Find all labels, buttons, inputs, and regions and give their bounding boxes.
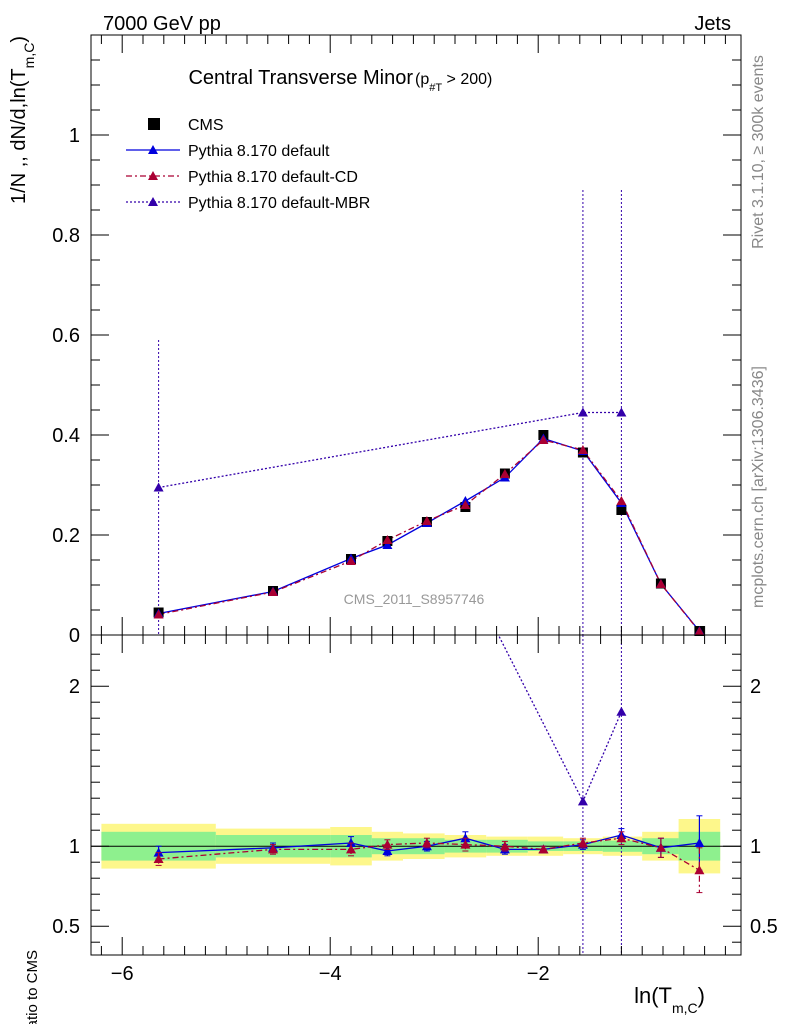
process-label: Jets xyxy=(694,13,731,35)
legend: CMS Pythia 8.170 default Pythia 8.170 defa… xyxy=(126,117,370,212)
ratio-y-tick-label: 1 xyxy=(69,836,80,858)
legend-label: Pythia 8.170 default xyxy=(188,143,330,160)
x-tick-label: −4 xyxy=(319,963,342,985)
ratio-point-0 xyxy=(382,846,393,855)
ratio-point-1 xyxy=(421,838,432,847)
ratio-point-1 xyxy=(382,839,393,849)
y-tick-label: 0 xyxy=(69,625,80,647)
ratio-line-2 xyxy=(497,635,622,803)
data-point-cms xyxy=(616,505,627,515)
ratio-point-1 xyxy=(616,833,627,843)
title-sub-end: > 200) xyxy=(442,71,492,88)
legend-marker xyxy=(148,171,158,180)
legend-marker xyxy=(148,145,158,154)
data-point-1 xyxy=(382,540,393,549)
chart-title: Central Transverse Minor xyxy=(188,67,413,89)
ratio-line-0 xyxy=(158,834,700,854)
data-point-2 xyxy=(153,609,164,619)
ratio-frame xyxy=(90,634,742,956)
title-sub-p: (p xyxy=(415,71,429,88)
x-tick-label: −2 xyxy=(527,963,550,985)
ratio-point-1 xyxy=(694,865,705,875)
data-point-3 xyxy=(577,407,588,417)
y-tick-label: 0.4 xyxy=(52,425,80,447)
ratio-line-1 xyxy=(158,837,700,871)
data-point-2 xyxy=(538,435,549,444)
y-tick-label: 0.2 xyxy=(52,525,80,547)
series-line-3 xyxy=(158,411,622,489)
data-point-2 xyxy=(499,469,510,478)
data-point-3 xyxy=(153,482,164,492)
ratio-point-0 xyxy=(694,838,705,847)
series-line-2 xyxy=(158,439,700,632)
ratio-point-1 xyxy=(153,854,164,863)
ratio-point-1 xyxy=(655,842,666,852)
data-point-2 xyxy=(655,579,666,588)
data-point-2 xyxy=(346,556,356,565)
data-point-2 xyxy=(694,626,705,636)
data-point-2 xyxy=(577,445,588,454)
ratio-data-layer xyxy=(153,635,705,955)
ratio-point-2 xyxy=(616,706,627,716)
legend-marker xyxy=(148,118,160,130)
ratio-point-1 xyxy=(538,844,549,854)
rivet-label: Rivet 3.1.10, ≥ 300k events xyxy=(750,55,767,249)
ratio-y-tick-label: 0.5 xyxy=(52,916,80,938)
main-data-layer xyxy=(153,190,705,636)
ratio-y-label: Ratio to CMS xyxy=(24,950,41,1024)
source-label: mcplots.cern.ch [arXiv:1306.3436] xyxy=(750,366,767,608)
ratio-y-tick-label: 2 xyxy=(69,676,80,698)
x-axis-label: ln(Tm,C) xyxy=(634,983,705,1016)
ratio-point-1 xyxy=(499,841,510,851)
data-point-3 xyxy=(616,407,627,417)
chart-title-sub: (p#T > 200) xyxy=(415,71,492,94)
legend-label: CMS xyxy=(188,117,224,134)
energy-label: 7000 GeV pp xyxy=(103,13,221,35)
y-axis-label: 1/N ,, dN/d,ln(Tm,C) xyxy=(8,36,37,204)
legend-marker xyxy=(148,197,158,206)
x-axis-label-sub: m,C xyxy=(672,1000,698,1016)
x-axis-label-end: ) xyxy=(698,983,705,1008)
x-axis-label-main: ln(T xyxy=(634,983,672,1008)
ratio-y-tick-label-right: 2 xyxy=(750,676,761,698)
x-tick-label: −6 xyxy=(111,963,134,985)
ratio-point-2 xyxy=(577,796,588,806)
ratio-y-tick-label-right: 1 xyxy=(750,836,761,858)
data-point-2 xyxy=(382,535,393,544)
data-point-2 xyxy=(460,500,471,509)
legend-label: Pythia 8.170 default-CD xyxy=(188,169,358,186)
data-point-2 xyxy=(421,516,432,525)
ratio-panel: 0.5 0.5 1 1 2 2 −6 −4 −2 Ratio to CMS ln(Tm,C) xyxy=(24,634,778,1024)
ratio-y-tick-label-right: 0.5 xyxy=(750,916,778,938)
ratio-point-1 xyxy=(460,839,471,849)
main-axes: 0 0.2 0.4 0.6 0.8 1 xyxy=(52,35,741,647)
data-point-2 xyxy=(616,496,627,505)
y-tick-label: 1 xyxy=(69,125,80,147)
watermark: CMS_2011_S8957746 xyxy=(344,591,485,607)
ratio-point-1 xyxy=(577,838,588,847)
main-panel: 00.20.40.60.81 Central Transverse Minor … xyxy=(8,34,742,647)
ratio-point-1 xyxy=(268,844,278,854)
y-tick-label: 0.8 xyxy=(52,225,80,247)
data-point-2 xyxy=(268,587,278,596)
uncertainty-bands xyxy=(91,819,741,874)
y-tick-label: 0.6 xyxy=(52,325,80,347)
y-axis-label-end: ) xyxy=(8,36,30,43)
legend-label: Pythia 8.170 default-MBR xyxy=(188,195,370,212)
ratio-axes: 0.5 0.5 1 1 2 2 −6 −4 −2 xyxy=(52,635,778,985)
title-sub-index: #T xyxy=(429,82,442,94)
ratio-point-1 xyxy=(346,844,356,854)
y-axis-label-main: 1/N ,, dN/d,ln(T xyxy=(8,68,30,204)
y-axis-label-sub: m,C xyxy=(21,43,37,69)
